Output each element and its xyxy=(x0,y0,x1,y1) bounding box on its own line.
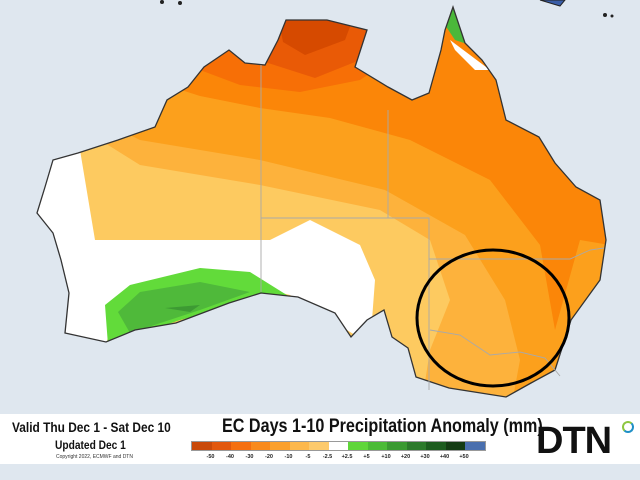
tick-label: +2.5 xyxy=(341,454,353,460)
tick-label: -10 xyxy=(284,454,293,460)
tick-label: -50 xyxy=(206,454,215,460)
map-title: EC Days 1-10 Precipitation Anomaly (mm) xyxy=(222,416,543,437)
islands xyxy=(160,0,614,18)
dtn-logo-icon xyxy=(622,421,634,433)
color-swatch xyxy=(426,442,446,450)
tick-label: -2.5 xyxy=(322,454,333,460)
color-swatch xyxy=(211,442,231,450)
tick-label: +50 xyxy=(459,454,469,460)
tick-label: -20 xyxy=(265,454,273,460)
updated-date: Updated Dec 1 xyxy=(55,438,126,452)
color-swatch xyxy=(250,442,270,450)
color-swatch xyxy=(387,442,407,450)
precipitation-anomaly-map xyxy=(36,0,614,398)
tick-label: -40 xyxy=(226,454,234,460)
copyright: Copyright 2022, ECMWF and DTN xyxy=(56,454,133,460)
tick-label: -30 xyxy=(245,454,254,460)
color-swatch xyxy=(270,442,290,450)
color-swatch xyxy=(328,442,348,450)
dtn-logo: DTN xyxy=(536,420,612,462)
anomaly-shading xyxy=(37,7,606,397)
color-swatch xyxy=(445,442,465,450)
tick-label: +10 xyxy=(381,454,391,460)
tick-label: +20 xyxy=(400,454,411,460)
color-swatch xyxy=(367,442,387,450)
highlight-circle xyxy=(415,248,571,388)
valid-dates: Valid Thu Dec 1 - Sat Dec 10 xyxy=(12,419,171,435)
color-swatch xyxy=(406,442,426,450)
color-scale xyxy=(191,441,486,451)
color-scale-ticks: -50 -40 -30 -20 -10 -5 -2.5 +2.5 +5 +10 +20 +30 +40 +… xyxy=(191,454,491,462)
color-swatch xyxy=(348,442,368,450)
color-swatch xyxy=(231,442,251,450)
tick-label: +30 xyxy=(420,454,430,460)
color-swatch xyxy=(309,442,329,450)
legend-footer: Valid Thu Dec 1 - Sat Dec 10 Updated Dec… xyxy=(0,414,640,464)
color-swatch xyxy=(192,442,212,450)
tick-label: +5 xyxy=(363,454,370,460)
color-swatch xyxy=(465,442,485,450)
color-swatch xyxy=(289,442,309,450)
state-borders xyxy=(260,65,605,390)
tick-label: -5 xyxy=(305,454,311,460)
tick-label: +40 xyxy=(439,454,450,460)
